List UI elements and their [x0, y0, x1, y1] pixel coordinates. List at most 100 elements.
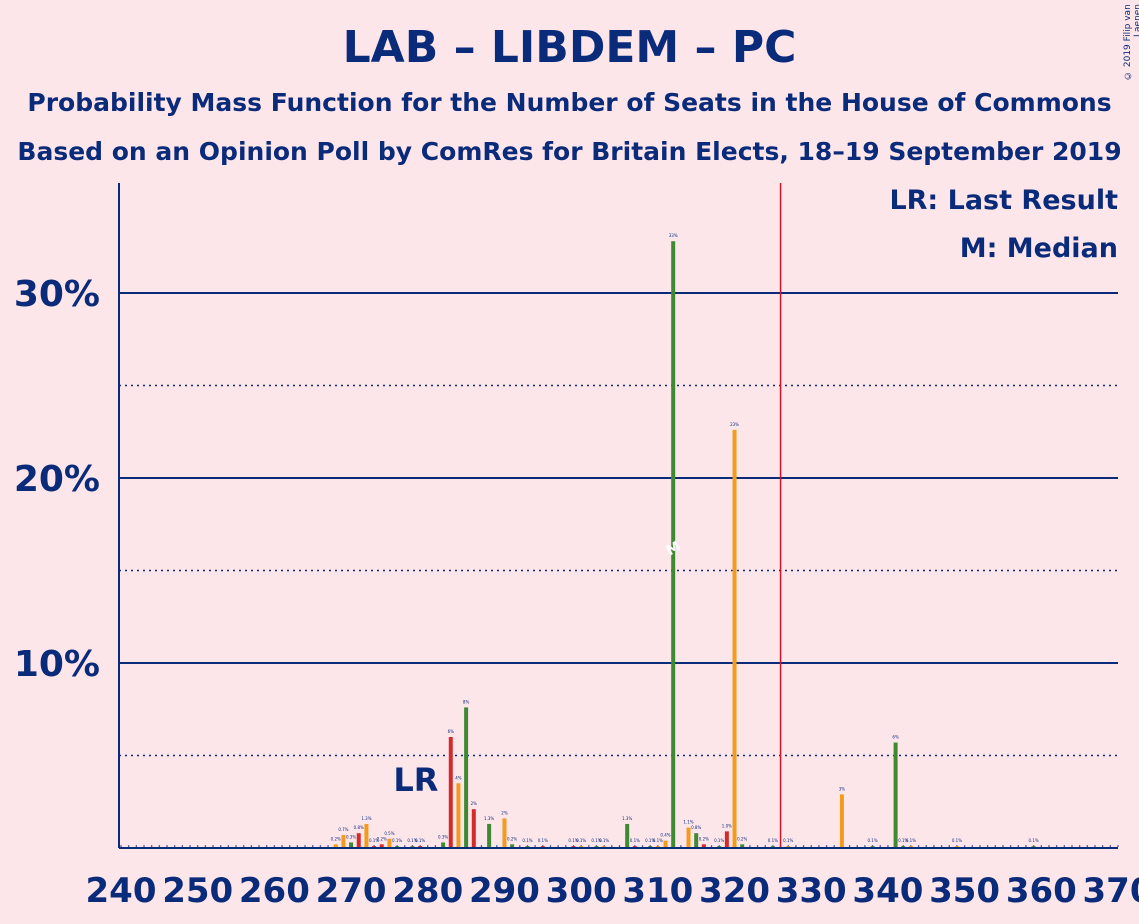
- bar-value-label: 6%: [448, 729, 455, 734]
- zero-marker: [1117, 845, 1119, 847]
- y-tick-label: 20%: [14, 459, 100, 500]
- zero-marker: [311, 845, 314, 847]
- bar-value-label: 1.0%: [722, 823, 732, 828]
- zero-marker: [710, 845, 713, 847]
- zero-marker: [611, 845, 613, 847]
- zero-marker: [802, 845, 805, 847]
- bar-seat-274: [379, 844, 384, 848]
- zero-marker: [833, 845, 836, 847]
- bar-value-label: 0.1%: [1029, 838, 1039, 843]
- median-marker: M: [664, 538, 684, 559]
- zero-marker: [1094, 845, 1096, 847]
- zero-marker: [150, 845, 153, 847]
- zero-marker: [281, 845, 283, 847]
- bar-seat-283: [448, 737, 453, 848]
- zero-marker: [588, 845, 590, 847]
- bar-value-label: 0.2%: [331, 836, 341, 841]
- bar-seat-268: [333, 844, 338, 848]
- zero-marker: [948, 845, 951, 847]
- bar-value-label: 0.1%: [653, 838, 663, 843]
- x-tick-label: 360: [1006, 871, 1077, 911]
- bar-seat-334: [839, 794, 844, 848]
- zero-marker: [925, 845, 928, 847]
- zero-marker: [480, 845, 483, 847]
- x-tick-label: 270: [316, 871, 387, 911]
- zero-marker: [181, 845, 184, 847]
- zero-marker: [173, 845, 176, 847]
- zero-marker: [434, 845, 437, 847]
- zero-marker: [994, 845, 997, 847]
- zero-marker: [549, 845, 552, 847]
- zero-marker: [963, 845, 966, 847]
- zero-marker: [250, 845, 253, 847]
- bar-seat-314: [686, 827, 691, 848]
- zero-marker: [189, 845, 191, 847]
- zero-marker: [288, 845, 291, 847]
- bar-seat-319: [724, 831, 729, 848]
- bar-value-label: 0.3%: [438, 834, 448, 839]
- bar-value-label: 0.1%: [415, 838, 425, 843]
- x-tick-label: 300: [546, 871, 617, 911]
- zero-marker: [848, 845, 851, 847]
- bar-value-label: 0.1%: [591, 838, 601, 843]
- zero-marker: [795, 845, 797, 847]
- zero-marker: [641, 845, 644, 847]
- bar-seat-315: [694, 833, 699, 848]
- zero-marker: [1048, 845, 1050, 847]
- bar-value-label: 6%: [892, 735, 899, 740]
- bar-value-label: 0.1%: [867, 838, 877, 843]
- x-tick-label: 340: [852, 871, 923, 911]
- zero-marker: [403, 845, 406, 847]
- zero-marker: [618, 845, 621, 847]
- x-tick-label: 310: [622, 871, 693, 911]
- zero-marker: [265, 845, 268, 847]
- zero-marker: [1040, 845, 1043, 847]
- zero-marker: [764, 845, 767, 847]
- zero-marker: [917, 845, 920, 847]
- zero-marker: [749, 845, 751, 847]
- zero-marker: [235, 845, 237, 847]
- last-result-marker: LR: [393, 761, 438, 799]
- bar-value-label: 1.3%: [622, 816, 632, 821]
- bar-seat-341: [893, 742, 898, 848]
- zero-marker: [143, 845, 145, 847]
- zero-marker: [258, 845, 260, 847]
- zero-marker: [273, 845, 276, 847]
- zero-marker: [204, 845, 207, 847]
- zero-marker: [1109, 845, 1112, 847]
- x-tick-label: 250: [162, 871, 233, 911]
- bar-seat-316: [701, 844, 706, 848]
- bar-seat-321: [740, 844, 745, 848]
- zero-marker: [519, 845, 521, 847]
- bar-value-label: 0.1%: [538, 838, 548, 843]
- bar-seat-285: [464, 707, 469, 848]
- bar-value-label: 0.5%: [384, 831, 394, 836]
- bar-value-label: 0.1%: [407, 838, 417, 843]
- bar-value-label: 0.1%: [768, 838, 778, 843]
- zero-marker: [495, 845, 498, 847]
- zero-marker: [227, 845, 230, 847]
- zero-marker: [1002, 845, 1004, 847]
- zero-marker: [680, 845, 682, 847]
- bar-value-label: 0.1%: [369, 838, 379, 843]
- zero-marker: [127, 845, 130, 847]
- bar-value-label: 0.7%: [338, 827, 348, 832]
- zero-marker: [135, 845, 138, 847]
- zero-marker: [971, 845, 974, 847]
- zero-marker: [986, 845, 989, 847]
- zero-marker: [1086, 845, 1089, 847]
- zero-marker: [1063, 845, 1066, 847]
- zero-marker: [1025, 845, 1027, 847]
- x-tick-label: 240: [86, 871, 157, 911]
- bar-value-label: 0.2%: [377, 836, 387, 841]
- zero-marker: [327, 845, 329, 847]
- bar-value-label: 33%: [669, 233, 678, 238]
- bar-value-label: 23%: [730, 422, 739, 427]
- zero-marker: [1009, 845, 1012, 847]
- zero-marker: [120, 845, 122, 847]
- chart-subtitle: Probability Mass Function for the Number…: [27, 88, 1112, 117]
- bar-seat-320: [732, 429, 737, 848]
- y-tick-label: 30%: [14, 274, 100, 315]
- zero-marker: [196, 845, 199, 847]
